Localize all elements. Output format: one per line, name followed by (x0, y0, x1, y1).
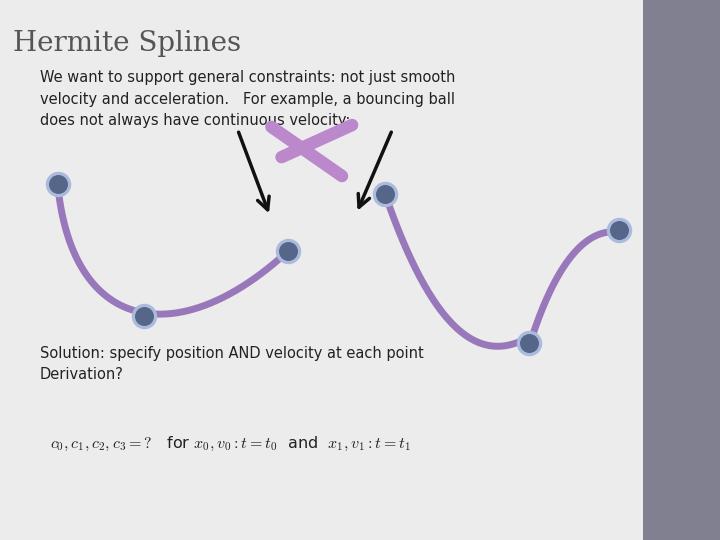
Text: Hermite Splines: Hermite Splines (13, 30, 241, 57)
Text: $c_0, c_1, c_2, c_3 = ?$   for $x_0, v_0 : t = t_0$  and  $x_1, v_1 : t = t_1$: $c_0, c_1, c_2, c_3 = ?$ for $x_0, v_0 :… (50, 435, 411, 453)
Text: Solution: specify position AND velocity at each point
Derivation?: Solution: specify position AND velocity … (40, 346, 423, 382)
Text: We want to support general constraints: not just smooth
velocity and acceleratio: We want to support general constraints: … (40, 70, 455, 129)
